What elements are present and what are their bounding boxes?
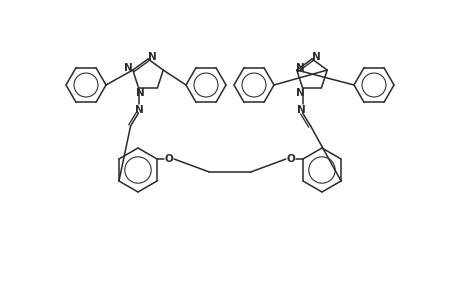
Text: N: N: [296, 88, 304, 98]
Text: O: O: [164, 154, 173, 164]
Text: N: N: [136, 88, 145, 98]
Text: N: N: [124, 63, 133, 73]
Text: N: N: [135, 105, 144, 115]
Text: N: N: [147, 52, 156, 62]
Text: N: N: [296, 63, 304, 73]
Text: O: O: [286, 154, 295, 164]
Text: N: N: [311, 52, 319, 62]
Text: N: N: [297, 105, 305, 115]
